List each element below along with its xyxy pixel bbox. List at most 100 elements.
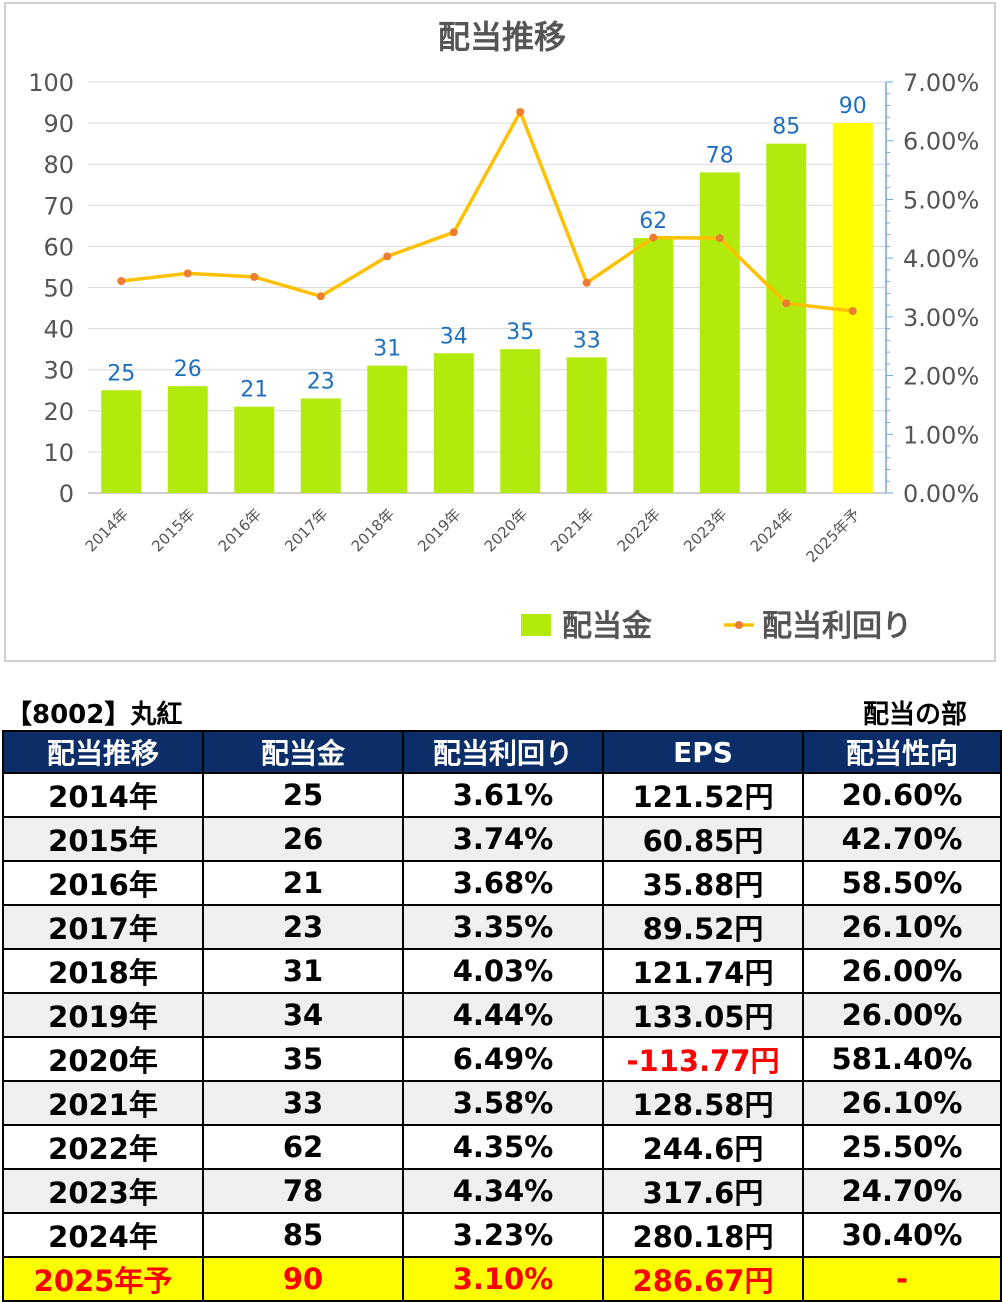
table-cell: 21 <box>202 860 404 906</box>
bar-value-label: 33 <box>573 328 601 353</box>
company-label: 【8002】丸紅 <box>6 700 183 730</box>
left-tick-label: 40 <box>43 316 74 344</box>
category-label: 2016年 <box>215 505 265 555</box>
table-cell: 2017年 <box>2 904 204 950</box>
left-tick-label: 70 <box>43 192 74 220</box>
table-cell: 33 <box>202 1080 404 1126</box>
bar <box>101 390 142 493</box>
yield-point <box>582 278 591 287</box>
bar-value-label: 26 <box>174 357 202 382</box>
table-cell: 90 <box>202 1256 404 1302</box>
table-row: 2018年 31 4.03% 121.74円 26.00% <box>2 948 1002 994</box>
table-cell: 4.03% <box>402 948 604 994</box>
bar-value-label: 90 <box>839 94 867 119</box>
category-label: 2019年 <box>414 505 464 555</box>
table-cell: - <box>802 1256 1002 1302</box>
column-header: 配当推移 <box>2 730 204 774</box>
bar-value-label: 35 <box>506 320 534 345</box>
yield-point <box>715 234 724 243</box>
table-cell: 35.88円 <box>602 860 804 906</box>
table-cell: 3.68% <box>402 860 604 906</box>
section-label: 配当の部 <box>862 700 967 730</box>
table-cell: 85 <box>202 1212 404 1258</box>
table-cell: 121.74円 <box>602 948 804 994</box>
table-cell: 3.74% <box>402 816 604 862</box>
category-label: 2018年 <box>348 505 398 555</box>
dividend-table-wrap: 配当推移 配当金 配当利回り EPS 配当性向 2014年 25 3.61% 121.52円 2… <box>2 730 1002 1302</box>
left-tick-label: 0 <box>59 480 74 508</box>
table-cell: 23 <box>202 904 404 950</box>
right-tick-label: 5.00% <box>903 186 979 214</box>
bar-value-label: 34 <box>440 324 468 349</box>
right-tick-label: 2.00% <box>903 363 979 391</box>
left-tick-label: 50 <box>43 275 74 303</box>
table-row: 2016年 21 3.68% 35.88円 58.50% <box>2 860 1002 906</box>
bar-value-label: 23 <box>307 369 335 394</box>
table-cell: 2014年 <box>2 772 204 818</box>
bar <box>234 406 275 493</box>
column-header: 配当利回り <box>402 730 604 774</box>
category-label: 2025年予 <box>803 505 864 566</box>
dividend-table: 配当推移 配当金 配当利回り EPS 配当性向 2014年 25 3.61% 121.52円 2… <box>2 730 1002 1302</box>
left-tick-label: 10 <box>43 439 74 467</box>
category-label: 2021年 <box>547 505 597 555</box>
yield-point <box>183 269 192 278</box>
table-cell: 244.6円 <box>602 1124 804 1170</box>
left-tick-label: 80 <box>43 151 74 179</box>
yield-point <box>316 292 325 301</box>
yield-point <box>250 272 259 281</box>
table-row: 2023年 78 4.34% 317.6円 24.70% <box>2 1168 1002 1214</box>
table-cell: 25.50% <box>802 1124 1002 1170</box>
right-tick-label: 4.00% <box>903 245 979 273</box>
category-label: 2014年 <box>82 505 132 555</box>
category-label: 2020年 <box>481 505 531 555</box>
table-cell: 3.23% <box>402 1212 604 1258</box>
table-cell: 317.6円 <box>602 1168 804 1214</box>
left-tick-label: 20 <box>43 398 74 426</box>
table-cell: 121.52円 <box>602 772 804 818</box>
yield-line <box>121 110 853 313</box>
right-tick-label: 1.00% <box>903 421 979 449</box>
table-cell: 581.40% <box>802 1036 1002 1082</box>
legend-swatch-marker <box>735 621 743 629</box>
bar <box>167 386 208 493</box>
table-cell: 4.34% <box>402 1168 604 1214</box>
yield-point <box>117 277 126 286</box>
table-row: 2015年 26 3.74% 60.85円 42.70% <box>2 816 1002 862</box>
legend-label-bar: 配当金 <box>562 609 653 644</box>
table-cell: 3.10% <box>402 1256 604 1302</box>
left-tick-label: 100 <box>28 69 74 97</box>
bar <box>367 365 408 493</box>
bar <box>566 357 607 493</box>
table-cell: 26.00% <box>802 992 1002 1038</box>
table-cell: 4.35% <box>402 1124 604 1170</box>
table-cell: 6.49% <box>402 1036 604 1082</box>
category-label: 2023年 <box>680 505 730 555</box>
bar <box>699 172 740 494</box>
table-cell: 3.35% <box>402 904 604 950</box>
table-cell: 58.50% <box>802 860 1002 906</box>
table-cell: 34 <box>202 992 404 1038</box>
column-header: 配当金 <box>202 730 404 774</box>
table-cell: 3.58% <box>402 1080 604 1126</box>
category-label: 2022年 <box>614 505 664 555</box>
table-cell: 4.44% <box>402 992 604 1038</box>
bar <box>433 353 474 493</box>
table-row: 2017年 23 3.35% 89.52円 26.10% <box>2 904 1002 950</box>
column-header: 配当性向 <box>802 730 1002 774</box>
legend-label-line: 配当利回り <box>762 609 912 644</box>
bar <box>633 238 674 493</box>
table-cell: 128.58円 <box>602 1080 804 1126</box>
yield-point <box>782 299 791 308</box>
bar-value-label: 62 <box>639 209 667 234</box>
bar <box>300 398 341 493</box>
table-row: 2021年 33 3.58% 128.58円 26.10% <box>2 1080 1002 1126</box>
legend-swatch-bar <box>521 614 551 636</box>
table-cell: 2022年 <box>2 1124 204 1170</box>
bar-value-label: 85 <box>772 115 800 140</box>
table-header-row: 配当推移 配当金 配当利回り EPS 配当性向 <box>2 730 1002 774</box>
category-label: 2015年 <box>148 505 198 555</box>
table-cell: 26.10% <box>802 904 1002 950</box>
table-cell: 60.85円 <box>602 816 804 862</box>
table-cell: 26 <box>202 816 404 862</box>
